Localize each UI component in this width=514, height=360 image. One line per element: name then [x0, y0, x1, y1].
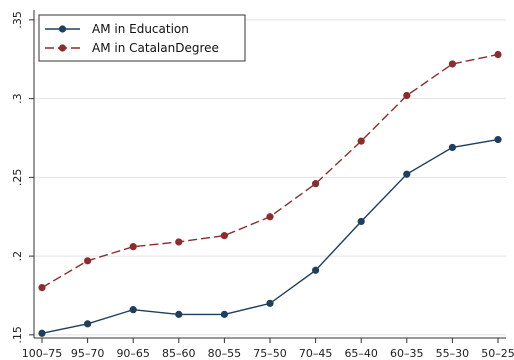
data-point-s1-8: [403, 170, 411, 178]
y-tick-label: .2: [11, 251, 24, 262]
data-point-s1-2: [129, 306, 137, 314]
x-tick-label: 90–65: [116, 347, 150, 360]
data-point-s1-3: [175, 310, 183, 318]
data-point-s1-1: [84, 320, 92, 328]
x-tick-label: 80–55: [208, 347, 242, 360]
data-point-s1-10: [494, 135, 502, 144]
data-point-s2-7: [357, 137, 365, 145]
data-point-s2-8: [403, 91, 411, 100]
x-tick-label: 50–25: [481, 347, 514, 360]
y-tick-label: .25: [11, 169, 24, 187]
data-point-s1-0: [38, 329, 46, 337]
legend-box: [38, 14, 246, 62]
y-tick-label: .15: [11, 326, 24, 344]
data-point-s1-4: [220, 310, 228, 318]
data-point-s2-1: [84, 257, 92, 265]
legend-swatch-marker-1: [58, 25, 67, 33]
legend-swatch-marker-2: [58, 44, 67, 52]
x-tick-label: 100–75: [22, 347, 63, 360]
legend-label-2: AM in CatalanDegree: [92, 41, 219, 55]
x-tick-label: 75–50: [253, 347, 287, 360]
data-point-s1-9: [448, 143, 456, 152]
legend: AM in Education AM in CatalanDegree: [38, 14, 246, 62]
data-point-s2-2: [129, 243, 137, 251]
data-point-s2-9: [448, 60, 456, 68]
x-tick-label: 70–45: [299, 347, 333, 360]
legend-label-1: AM in Education: [92, 22, 189, 36]
data-point-s2-5: [266, 213, 274, 221]
data-point-s2-3: [175, 238, 183, 246]
x-tick-label: 65–40: [344, 347, 378, 360]
x-tick-label: 85–60: [162, 347, 196, 360]
data-point-s1-5: [266, 299, 274, 307]
data-point-s2-10: [494, 50, 502, 59]
y-tick-label: .35: [11, 11, 24, 29]
data-point-s2-6: [312, 180, 320, 188]
data-point-s1-6: [312, 266, 320, 274]
gridlines: [34, 19, 506, 336]
y-tick-label: .3: [11, 93, 24, 104]
series-group: [38, 50, 502, 337]
data-point-s2-0: [38, 284, 46, 292]
data-point-s2-4: [220, 232, 228, 240]
axes: .15 .2 .25 .3 .35 100–75 95–70 90–65 85–60 80–55 7…: [11, 10, 514, 360]
x-tick-label: 60–35: [390, 347, 424, 360]
data-point-s1-7: [357, 217, 365, 226]
x-tick-label: 55–30: [436, 347, 470, 360]
x-tick-label: 95–70: [71, 347, 105, 360]
